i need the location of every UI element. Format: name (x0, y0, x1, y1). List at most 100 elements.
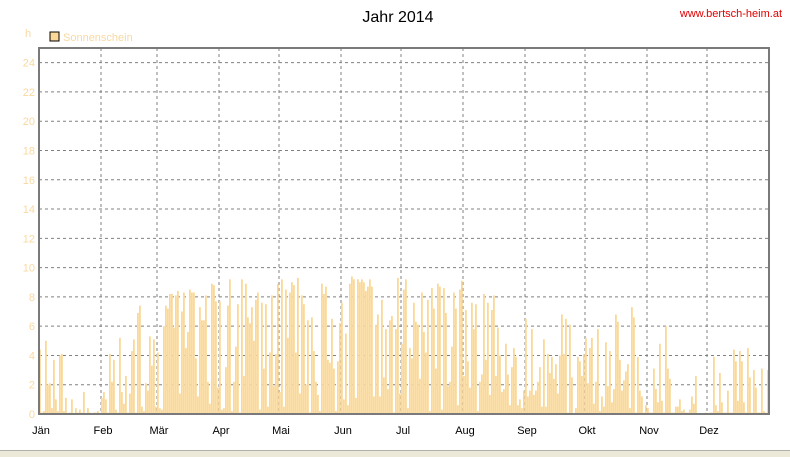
bar (255, 299, 257, 414)
bar (639, 390, 641, 414)
bar (307, 320, 309, 414)
bar (459, 289, 461, 414)
bar (487, 302, 489, 414)
bar (511, 367, 513, 414)
bar (363, 282, 365, 414)
bar (105, 399, 107, 414)
bar (455, 308, 457, 414)
bar (295, 352, 297, 414)
x-tick-label: Aug (455, 425, 475, 437)
bar (713, 356, 715, 414)
bar (633, 317, 635, 414)
bar (631, 307, 633, 414)
bar (519, 399, 521, 414)
bar (129, 393, 131, 414)
bar (233, 381, 235, 414)
bar (325, 286, 327, 414)
bar (465, 310, 467, 414)
bar (271, 295, 273, 414)
bar (421, 292, 423, 414)
bar (177, 291, 179, 414)
bar (165, 305, 167, 414)
bar (395, 329, 397, 414)
bar (171, 293, 173, 414)
bar (583, 353, 585, 414)
bar (335, 411, 337, 414)
bar (229, 279, 231, 414)
chart-title: Jahr 2014 (362, 9, 433, 26)
bar (163, 326, 165, 414)
bar (555, 364, 557, 414)
bar (537, 381, 539, 414)
bar (415, 321, 417, 414)
bar (513, 348, 515, 414)
bar (357, 279, 359, 414)
website-link[interactable]: www.bertsch-heim.at (679, 8, 782, 20)
bar (423, 332, 425, 414)
bar (451, 346, 453, 414)
bar (557, 393, 559, 414)
bar (179, 393, 181, 414)
y-tick-label: 2 (29, 380, 35, 392)
bar (653, 368, 655, 414)
bar (155, 406, 157, 414)
bar (495, 375, 497, 414)
bar (747, 348, 749, 414)
x-tick-label: Nov (639, 425, 659, 437)
bar (153, 339, 155, 414)
bar (167, 308, 169, 414)
bar (641, 396, 643, 414)
bar (263, 368, 265, 414)
bar (199, 307, 201, 414)
bar (383, 377, 385, 414)
bar (695, 375, 697, 414)
bar (507, 374, 509, 414)
bar (427, 299, 429, 414)
bar (391, 315, 393, 414)
bar (115, 409, 117, 414)
bar (139, 305, 141, 414)
bar (409, 348, 411, 414)
bar (433, 308, 435, 414)
bar (49, 383, 51, 414)
bar (403, 289, 405, 414)
legend: Sonnenschein (49, 31, 133, 44)
bar (689, 409, 691, 414)
bar (591, 337, 593, 414)
bar (533, 394, 535, 414)
bar (447, 386, 449, 414)
bar (693, 403, 695, 414)
bar (679, 399, 681, 414)
bar (119, 337, 121, 414)
bar (413, 302, 415, 414)
bar (623, 380, 625, 414)
bar (101, 397, 103, 414)
bar (251, 307, 253, 414)
y-tick-label: 18 (23, 145, 35, 157)
bar (303, 304, 305, 414)
bar (517, 405, 519, 414)
bar (349, 283, 351, 414)
bar (531, 329, 533, 414)
bar (221, 409, 223, 414)
x-tick-label: Jul (396, 425, 410, 437)
bar (569, 324, 571, 414)
bar (211, 283, 213, 414)
bar (527, 396, 529, 414)
bar (223, 408, 225, 414)
bar (145, 383, 147, 414)
bar (727, 390, 729, 414)
bar (755, 387, 757, 414)
bar (389, 320, 391, 414)
y-tick-label: 20 (23, 116, 35, 128)
bar (161, 409, 163, 414)
bar (197, 396, 199, 414)
bar (741, 361, 743, 414)
bar (431, 288, 433, 414)
bar (375, 324, 377, 414)
bar (611, 402, 613, 414)
bar (561, 314, 563, 414)
bar (541, 406, 543, 414)
bar (545, 406, 547, 414)
bar (333, 368, 335, 414)
